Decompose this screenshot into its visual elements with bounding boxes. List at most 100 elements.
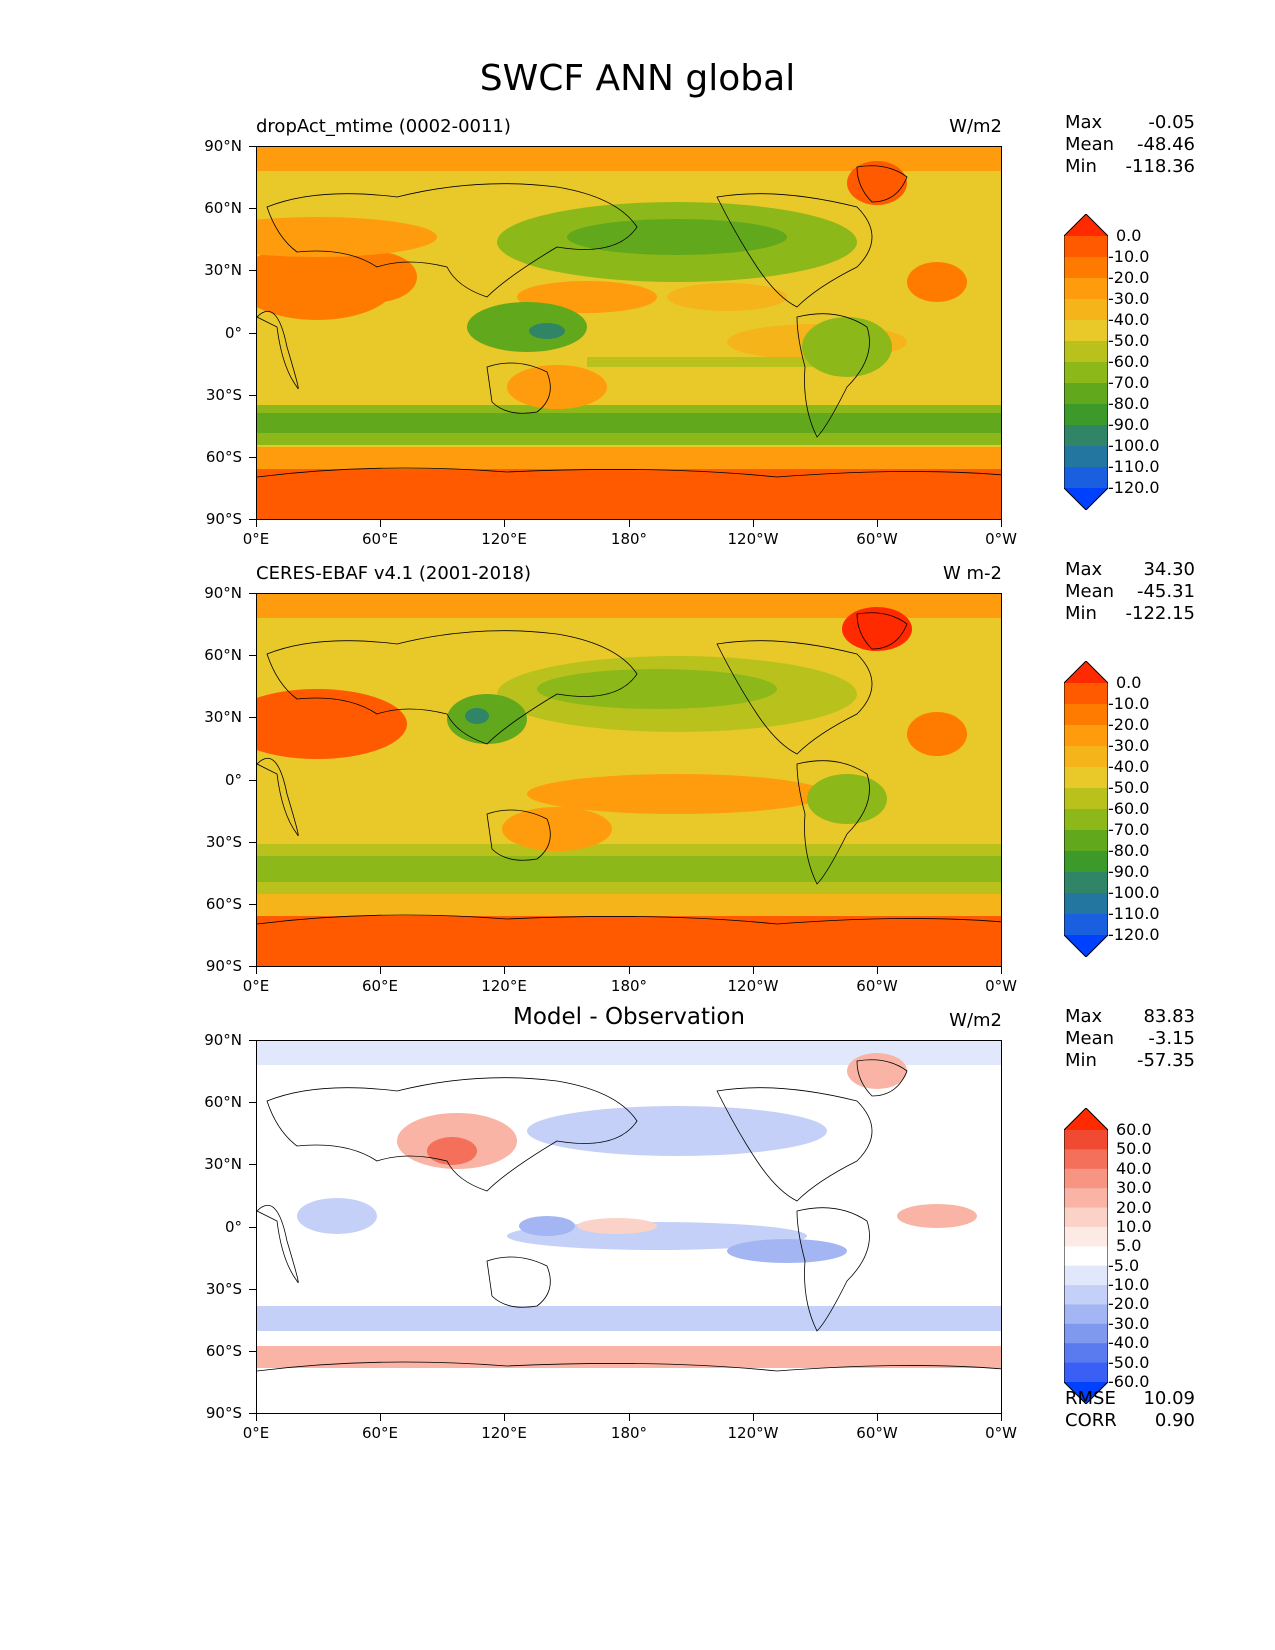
stat-label: Max (1065, 112, 1103, 133)
stat-value: -0.05 (1148, 112, 1195, 133)
map-plot (256, 593, 1002, 967)
x-tick-label: 60°W (856, 530, 898, 548)
colorbar-extend-top (1064, 661, 1108, 683)
colorbar-bin (1064, 1285, 1108, 1305)
colorbar-tick-label: -70.0 (1108, 373, 1150, 392)
stat-label: CORR (1065, 1410, 1117, 1431)
colorbar-tick-label: 5.0 (1116, 1236, 1142, 1256)
colorbar-tick-label: -5.0 (1108, 1255, 1140, 1275)
y-tick-label: 60°S (205, 448, 242, 466)
x-tick-label: 0°E (242, 530, 270, 548)
colorbar-tick-label: 20.0 (1116, 1197, 1152, 1217)
colorbar-tick-label: -90.0 (1108, 415, 1150, 434)
colorbar-extend-bottom (1064, 488, 1108, 510)
colorbar-tick-label: -20.0 (1108, 1294, 1150, 1314)
colorbar-bin (1064, 1362, 1108, 1383)
colorbar-bin (1064, 809, 1108, 831)
y-tick-label: 90°S (205, 510, 242, 528)
stats-box: Max 83.83 Mean -3.15 Min -57.35 (1065, 1006, 1195, 1072)
stat-value: -122.15 (1125, 603, 1195, 624)
stat-label: RMSE (1065, 1388, 1116, 1409)
x-tick-label: 60°W (856, 1424, 898, 1442)
stat-label: Min (1065, 603, 1097, 624)
colorbar-bin (1064, 788, 1108, 810)
colorbar-tick-label: -80.0 (1108, 394, 1150, 413)
colorbar-tick-label: 40.0 (1116, 1158, 1152, 1178)
x-tick-label: 0°E (242, 977, 270, 995)
colorbar-tick-label: -10.0 (1108, 247, 1150, 266)
colorbar-tick-label: -30.0 (1108, 289, 1150, 308)
colorbar (1064, 661, 1108, 957)
stat-value: -118.36 (1125, 156, 1195, 177)
x-tick-label: 0°W (985, 530, 1017, 548)
colorbar-bin (1064, 872, 1108, 894)
x-tick-label: 60°E (361, 1424, 399, 1442)
colorbar-bin (1064, 1168, 1108, 1189)
colorbar-extend-top (1064, 214, 1108, 236)
y-tick-label: 30°S (205, 1280, 242, 1298)
colorbar-bin (1064, 1304, 1108, 1325)
panel-center-title: Model - Observation (512, 1004, 746, 1030)
colorbar-tick-label: -30.0 (1108, 1313, 1150, 1333)
colorbar-extend-bottom (1064, 935, 1108, 957)
y-tick-label: 30°N (204, 1155, 242, 1173)
colorbar-tick-label: -50.0 (1108, 778, 1150, 797)
y-tick-label: 60°N (204, 646, 242, 664)
y-tick-label: 90°S (205, 1404, 242, 1422)
colorbar-tick-label: -30.0 (1108, 736, 1150, 755)
colorbar-bin (1064, 257, 1108, 279)
x-tick-label: 120°W (727, 1424, 779, 1442)
panel-left-title: dropAct_mtime (0002-0011) (256, 116, 511, 137)
y-tick-label: 0° (224, 771, 242, 789)
colorbar-bin (1064, 725, 1108, 747)
y-tick-label: 30°S (205, 833, 242, 851)
colorbar-bin (1064, 383, 1108, 405)
panel-units: W/m2 (949, 116, 1002, 137)
stat-label: Mean (1065, 134, 1115, 155)
colorbar-bin (1064, 1207, 1108, 1228)
y-tick-label: 0° (224, 324, 242, 342)
colorbar (1064, 1108, 1108, 1404)
y-tick-label: 90°N (204, 1031, 242, 1049)
stat-label: Max (1065, 1006, 1103, 1027)
colorbar-tick-label: -20.0 (1108, 715, 1150, 734)
stat-value: -45.31 (1136, 581, 1195, 602)
colorbar-bin (1064, 1130, 1108, 1150)
y-tick-label: 60°N (204, 199, 242, 217)
colorbar (1064, 214, 1108, 510)
x-tick-label: 60°W (856, 977, 898, 995)
colorbar-tick-label: -80.0 (1108, 841, 1150, 860)
colorbar-tick-label: -110.0 (1108, 457, 1160, 476)
colorbar-bin (1064, 683, 1108, 705)
y-tick-label: 0° (224, 1218, 242, 1236)
stat-value: 34.30 (1143, 559, 1195, 580)
panel-model: dropAct_mtime (0002-0011) W/m2 (0, 112, 1275, 616)
colorbar-bin (1064, 446, 1108, 468)
stat-label: Min (1065, 1050, 1097, 1071)
colorbar-tick-label: -10.0 (1108, 1275, 1150, 1295)
stat-value: -57.35 (1136, 1050, 1195, 1071)
colorbar-bin (1064, 1149, 1108, 1170)
colorbar-bin (1064, 767, 1108, 789)
x-tick-label: 120°E (481, 977, 527, 995)
y-tick-label: 30°N (204, 708, 242, 726)
colorbar-bin (1064, 1188, 1108, 1209)
stat-value: -3.15 (1148, 1028, 1195, 1049)
colorbar-tick-label: -60.0 (1108, 799, 1150, 818)
colorbar-tick-label: -20.0 (1108, 268, 1150, 287)
map-plot (256, 146, 1002, 520)
stat-label: Min (1065, 156, 1097, 177)
colorbar-bin (1064, 1246, 1108, 1267)
stat-value: -48.46 (1136, 134, 1195, 155)
colorbar-tick-label: -60.0 (1108, 352, 1150, 371)
colorbar-tick-label: -50.0 (1108, 331, 1150, 350)
panel-left-title: CERES-EBAF v4.1 (2001-2018) (256, 563, 532, 584)
y-tick-label: 60°S (205, 895, 242, 913)
colorbar-tick-label: -10.0 (1108, 694, 1150, 713)
stat-label: Mean (1065, 581, 1115, 602)
figure-title: SWCF ANN global (479, 58, 796, 99)
colorbar-bin (1064, 341, 1108, 363)
stats-box: Max 34.30 Mean -45.31 Min -122.15 (1065, 559, 1195, 625)
colorbar-bin (1064, 299, 1108, 321)
colorbar-tick-label: -60.0 (1108, 1372, 1150, 1391)
